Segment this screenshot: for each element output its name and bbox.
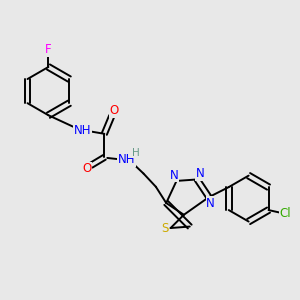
Text: O: O <box>110 104 119 117</box>
Text: NH: NH <box>118 153 135 166</box>
Text: O: O <box>82 162 91 175</box>
Text: N: N <box>170 169 178 182</box>
Text: F: F <box>45 44 52 56</box>
Text: H: H <box>132 148 140 158</box>
Text: Cl: Cl <box>280 207 291 220</box>
Text: N: N <box>196 167 204 180</box>
Text: S: S <box>161 222 168 235</box>
Text: NH: NH <box>74 124 91 137</box>
Text: N: N <box>206 197 215 210</box>
